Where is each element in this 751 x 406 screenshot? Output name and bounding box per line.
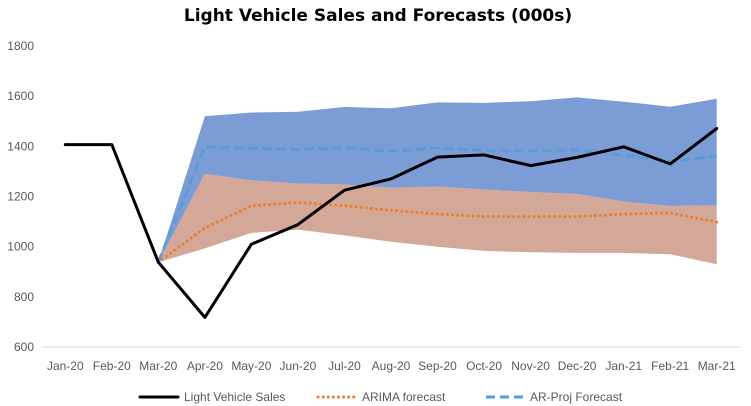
x-tick-label: Nov-20: [511, 359, 550, 373]
ar-proj-forecast-legend-label: AR-Proj Forecast: [530, 390, 623, 404]
x-tick-label: Apr-20: [187, 359, 223, 373]
x-tick-label: Oct-20: [466, 359, 502, 373]
x-tick-label: Jun-20: [280, 359, 317, 373]
x-tick-label: May-20: [231, 359, 271, 373]
arima-forecast-line: [156, 201, 719, 264]
ar-proj-forecast-line: [156, 145, 717, 263]
arima-forecast-legend-label: ARIMA forecast: [362, 390, 446, 404]
ar-proj-interval-band: [158, 97, 717, 263]
legend: Light Vehicle Sales ARIMA forecast AR-Proj…: [138, 390, 623, 404]
x-tick-label: Feb-20: [93, 359, 131, 373]
x-tick-label: Sep-20: [418, 359, 457, 373]
y-axis-ticks: 600 800 1000 1200 1400 1600 1800: [7, 39, 34, 354]
arima-interval-band: [158, 173, 717, 265]
y-tick-label: 600: [14, 340, 34, 354]
x-tick-label: Feb-21: [651, 359, 689, 373]
y-tick-label: 1000: [7, 240, 34, 254]
forecast-bands: [158, 97, 717, 265]
y-tick-label: 1600: [7, 89, 34, 103]
y-tick-label: 1400: [7, 139, 34, 153]
x-tick-label: Aug-20: [372, 359, 411, 373]
y-tick-label: 1800: [7, 39, 34, 53]
x-tick-label: Jan-21: [605, 359, 642, 373]
light-vehicle-sales-legend-label: Light Vehicle Sales: [184, 390, 285, 404]
y-tick-label: 1200: [7, 190, 34, 204]
chart-title: Light Vehicle Sales and Forecasts (000s): [184, 6, 572, 26]
series-lines: [63, 127, 719, 319]
x-tick-label: Mar-21: [698, 359, 736, 373]
x-tick-label: Mar-20: [139, 359, 177, 373]
light-vehicle-sales-line: [63, 127, 719, 319]
y-tick-label: 800: [14, 290, 34, 304]
x-axis-ticks: Jan-20 Feb-20 Mar-20 Apr-20 May-20 Jun-20 Jul-…: [42, 346, 740, 373]
x-tick-label: Dec-20: [558, 359, 597, 373]
x-tick-label: Jul-20: [328, 359, 361, 373]
x-tick-label: Jan-20: [47, 359, 84, 373]
